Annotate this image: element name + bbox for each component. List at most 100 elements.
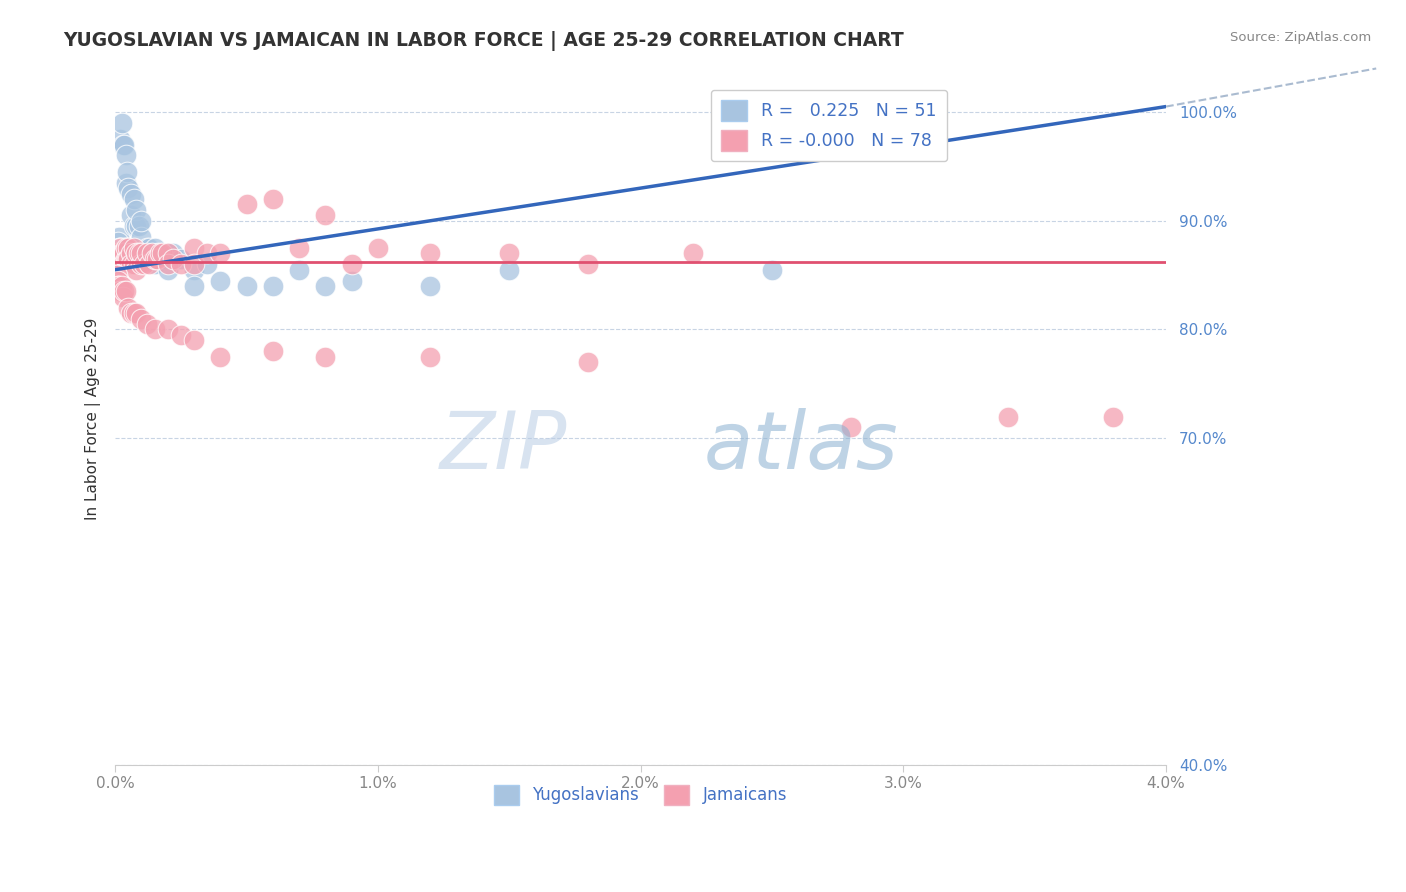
Point [132, 257, 155, 271]
Point [152, 252, 174, 266]
Point [209, 274, 232, 288]
Point [108, 241, 131, 255]
Point [340, 257, 363, 271]
Point [262, 279, 284, 293]
Point [152, 246, 174, 260]
Point [235, 279, 257, 293]
Point [128, 219, 150, 234]
Point [131, 230, 153, 244]
Point [110, 241, 132, 255]
Point [146, 252, 169, 266]
Point [183, 334, 205, 348]
Point [111, 279, 134, 293]
Point [141, 246, 163, 260]
Point [131, 311, 153, 326]
Text: atlas: atlas [703, 408, 898, 486]
Point [112, 257, 135, 271]
Point [105, 268, 128, 282]
Point [117, 241, 139, 255]
Point [576, 257, 599, 271]
Point [314, 350, 336, 364]
Point [156, 246, 179, 260]
Point [110, 241, 132, 255]
Point [156, 262, 179, 277]
Point [131, 246, 153, 260]
Point [107, 235, 129, 250]
Point [107, 279, 129, 293]
Point [120, 246, 142, 260]
Point [1102, 409, 1125, 424]
Point [105, 246, 128, 260]
Point [125, 219, 148, 234]
Point [288, 241, 311, 255]
Point [117, 252, 139, 266]
Point [761, 262, 783, 277]
Point [122, 219, 145, 234]
Point [114, 176, 136, 190]
Point [112, 246, 135, 260]
Point [183, 279, 205, 293]
Y-axis label: In Labor Force | Age 25-29: In Labor Force | Age 25-29 [86, 318, 101, 520]
Point [131, 257, 153, 271]
Point [195, 246, 218, 260]
Point [183, 262, 205, 277]
Point [111, 116, 134, 130]
Point [105, 279, 128, 293]
Point [122, 241, 145, 255]
Point [112, 241, 135, 255]
Point [135, 241, 157, 255]
Point [183, 257, 205, 271]
Point [419, 279, 441, 293]
Point [576, 355, 599, 369]
Point [117, 181, 139, 195]
Point [108, 230, 131, 244]
Point [105, 246, 128, 260]
Point [110, 132, 132, 146]
Point [156, 322, 179, 336]
Point [107, 241, 129, 255]
Point [146, 246, 169, 260]
Point [120, 208, 142, 222]
Point [114, 148, 136, 162]
Point [112, 285, 135, 299]
Point [156, 246, 179, 260]
Point [314, 208, 336, 222]
Point [419, 350, 441, 364]
Point [138, 257, 160, 271]
Text: Source: ZipAtlas.com: Source: ZipAtlas.com [1230, 31, 1371, 45]
Point [114, 241, 136, 255]
Point [138, 241, 160, 255]
Point [143, 252, 166, 266]
Point [170, 327, 193, 342]
Point [156, 257, 179, 271]
Point [115, 165, 138, 179]
Point [143, 257, 166, 271]
Point [143, 322, 166, 336]
Point [135, 317, 157, 331]
Point [110, 257, 132, 271]
Point [112, 137, 135, 152]
Point [112, 246, 135, 260]
Point [108, 279, 131, 293]
Point [107, 274, 129, 288]
Text: ZIP: ZIP [440, 408, 567, 486]
Point [112, 137, 135, 152]
Point [122, 257, 145, 271]
Point [125, 202, 148, 217]
Point [111, 246, 134, 260]
Point [195, 257, 218, 271]
Point [997, 409, 1019, 424]
Point [170, 252, 193, 266]
Point [143, 241, 166, 255]
Point [114, 252, 136, 266]
Point [135, 246, 157, 260]
Point [117, 301, 139, 315]
Point [112, 246, 135, 260]
Point [209, 246, 232, 260]
Point [115, 252, 138, 266]
Point [170, 257, 193, 271]
Point [117, 241, 139, 255]
Point [262, 192, 284, 206]
Point [125, 246, 148, 260]
Point [162, 252, 184, 266]
